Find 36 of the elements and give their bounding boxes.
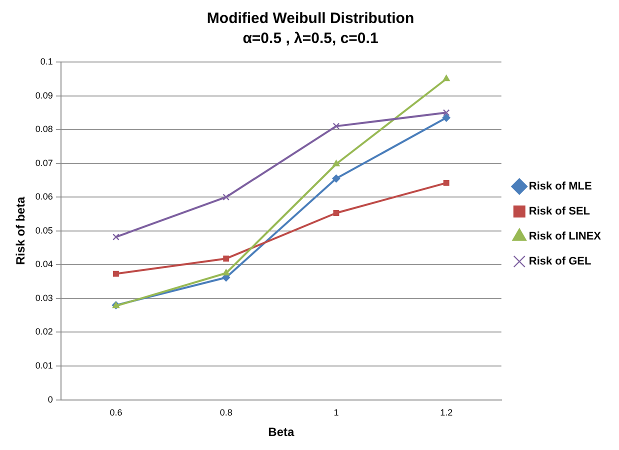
legend-label: Risk of SEL <box>528 206 590 218</box>
y-tick-label: 0.02 <box>35 326 53 337</box>
y-tick-label: 0.08 <box>35 124 53 134</box>
point <box>113 270 119 277</box>
point <box>332 122 340 130</box>
y-tick-label: 0.1 <box>40 56 53 66</box>
y-tick-label: 0.06 <box>35 192 53 202</box>
y-tick-label: 0.04 <box>35 259 53 270</box>
point <box>442 109 450 116</box>
point <box>112 234 120 240</box>
y-axis-title: Risk of beta <box>14 196 28 265</box>
point <box>222 194 230 201</box>
x-tick-label: 1.2 <box>440 408 453 418</box>
chart-subtitle: α=0.5 , λ=0.5, c=0.1 <box>242 30 378 48</box>
x-tick-label: 1 <box>334 408 339 418</box>
point <box>442 114 450 122</box>
point <box>223 256 230 262</box>
legend-label: Risk of MLE <box>528 180 592 193</box>
y-tick-label: 0.07 <box>35 158 53 168</box>
y-tick-label: 0.03 <box>35 292 53 303</box>
x-axis-title: Beta <box>268 425 294 440</box>
point <box>222 269 230 276</box>
y-tick-label: 0.09 <box>35 90 53 100</box>
x-tick-label: 0.6 <box>110 408 122 418</box>
x-tick-label: 0.8 <box>220 408 232 418</box>
y-tick-label: 0.05 <box>35 225 53 236</box>
point <box>332 174 340 183</box>
legend-label: Risk of LINEX <box>528 230 602 243</box>
point <box>332 160 340 166</box>
y-tick-label: 0.01 <box>35 360 53 371</box>
legend-label: Risk of GEL <box>528 256 592 268</box>
point <box>442 74 450 82</box>
chart-title: Modified Weibull Distribution <box>206 10 414 28</box>
point <box>333 210 340 216</box>
y-tick-label: 0 <box>48 394 53 404</box>
point <box>443 180 450 186</box>
